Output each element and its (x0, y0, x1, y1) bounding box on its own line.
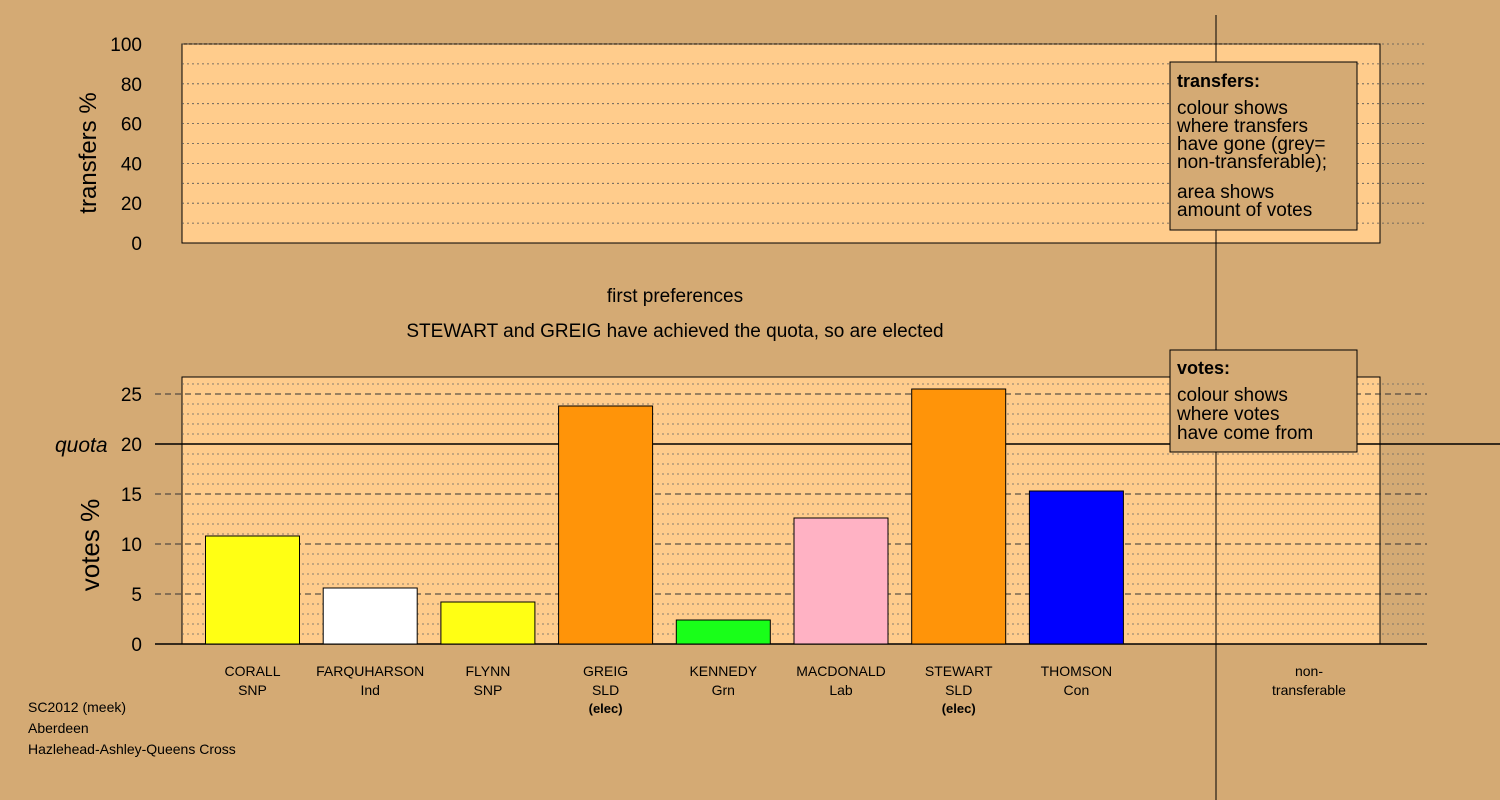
candidate-party: Lab (829, 682, 853, 698)
votes-y-tick: 10 (121, 535, 142, 556)
votes-legend-box (1169, 349, 1358, 453)
candidate-elected: (elec) (589, 701, 623, 716)
transfers-legend-box (1169, 61, 1358, 231)
quota-label: quota (55, 434, 108, 457)
chart-subtitle: STEWART and GREIG have achieved the quot… (406, 321, 943, 342)
votes-y-axis-label: votes % (75, 499, 105, 592)
candidate-name: KENNEDY (689, 663, 757, 679)
footer: SC2012 (meek) Aberdeen Hazlehead-Ashley-… (28, 699, 236, 757)
candidate-name: GREIG (583, 663, 628, 679)
transfers-legend-line: where transfers (1176, 116, 1308, 137)
footer-line: Hazlehead-Ashley-Queens Cross (28, 741, 236, 757)
candidate-name: FARQUHARSON (316, 663, 424, 679)
footer-line: Aberdeen (28, 720, 89, 736)
votes-bars (205, 388, 1356, 645)
votes-y-tick: 0 (131, 635, 142, 656)
candidate-party: SLD (945, 682, 972, 698)
transfers-y-tick: 100 (110, 35, 142, 56)
candidate-party: Grn (712, 682, 735, 698)
bar-kennedy (675, 619, 771, 645)
candidate-elected: (elec) (942, 701, 976, 716)
footer-line: SC2012 (meek) (28, 699, 126, 715)
votes-legend-line: have come from (1177, 423, 1313, 444)
bar-flynn (440, 601, 536, 645)
votes-y-ticks: 0 5 10 15 20 25 (121, 385, 142, 656)
votes-y-tick: 5 (131, 585, 142, 606)
votes-legend-title: votes: (1177, 358, 1230, 378)
candidate-name: STEWART (925, 663, 993, 679)
transfers-y-axis-label: transfers % (75, 92, 102, 213)
transfers-legend-line: have gone (grey= (1177, 134, 1325, 155)
transfers-legend-line: colour shows (1177, 98, 1288, 119)
candidate-name: THOMSON (1041, 663, 1113, 679)
candidate-labels: CORALL SNP FARQUHARSON Ind FLYNN SNP GREIG SLD (… (224, 663, 1112, 716)
transfers-legend-line: non-transferable); (1177, 152, 1327, 173)
candidate-party: SNP (238, 682, 267, 698)
transfers-legend-line: area shows (1177, 182, 1274, 203)
bar-macdonald (793, 517, 889, 645)
nontransferable-label: non- transferable (1272, 663, 1346, 698)
transfers-y-tick: 20 (121, 194, 142, 215)
candidate-name: FLYNN (465, 663, 510, 679)
transfers-legend-line: amount of votes (1177, 200, 1312, 221)
votes-y-tick: 20 (121, 435, 142, 456)
transfers-y-tick: 60 (121, 115, 142, 136)
candidate-party: SLD (592, 682, 619, 698)
transfers-y-ticks: 0 20 40 60 80 100 (110, 35, 142, 255)
bar-stewart (911, 388, 1007, 645)
votes-legend-line: where votes (1176, 404, 1279, 425)
transfers-y-tick: 0 (131, 234, 142, 255)
bar-greig (558, 405, 654, 645)
transfers-legend-title: transfers: (1177, 71, 1260, 91)
candidate-name: CORALL (224, 663, 280, 679)
chart-title: first preferences (607, 286, 743, 307)
candidate-party: Con (1064, 682, 1090, 698)
votes-legend: votes: colour shows where votes have com… (1169, 349, 1358, 453)
candidate-party: Ind (360, 682, 379, 698)
nontransferable-label-line1: non- (1295, 663, 1323, 679)
nontransferable-label-line2: transferable (1272, 682, 1346, 698)
bar-corall (205, 535, 300, 645)
transfers-legend: transfers: colour shows where transfers … (1169, 61, 1358, 231)
candidate-name: MACDONALD (796, 663, 885, 679)
candidate-party: SNP (474, 682, 503, 698)
bar-farquharson (322, 587, 418, 645)
votes-legend-line: colour shows (1177, 385, 1288, 406)
votes-y-tick: 15 (121, 485, 142, 506)
votes-y-tick: 25 (121, 385, 142, 406)
transfers-y-tick: 40 (121, 154, 142, 175)
transfers-y-tick: 80 (121, 75, 142, 96)
bar-thomson (1028, 490, 1124, 645)
